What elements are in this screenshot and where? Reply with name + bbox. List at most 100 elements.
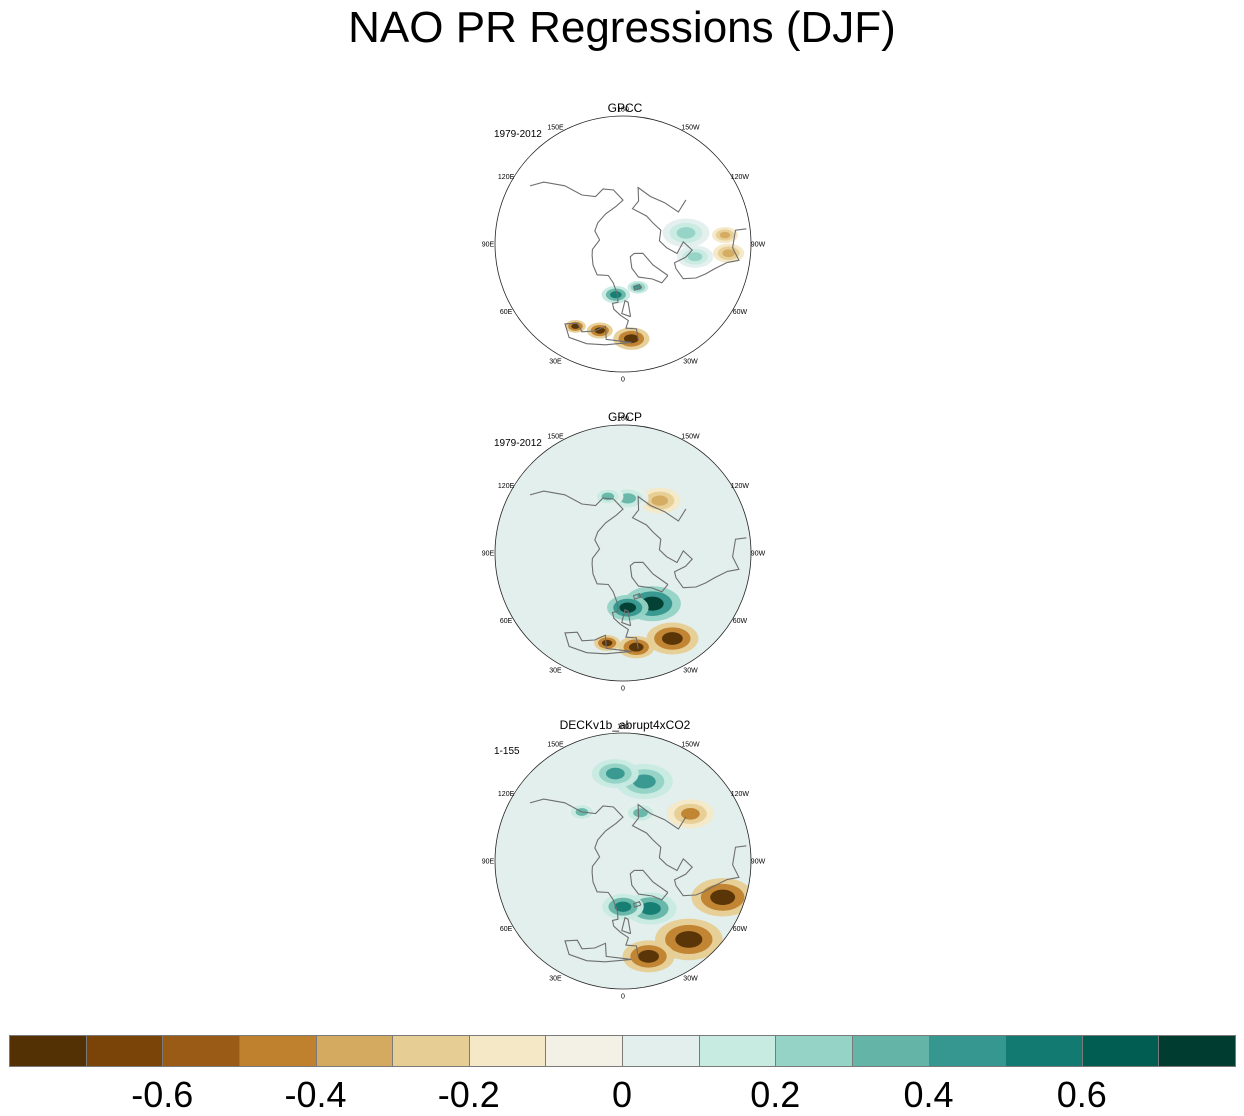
lon-label: 30W: [683, 358, 698, 365]
coastline-4: [564, 939, 632, 963]
colorbar-tick-label: -0.4: [284, 1074, 347, 1115]
lon-label: 120E: [498, 174, 515, 181]
colorbar-box: [545, 1035, 623, 1067]
lon-label: 180: [617, 724, 629, 731]
lon-label: 30E: [549, 358, 562, 365]
polar-map: 180 150E 120E 90E 60E 30E 0 30W 60W 90W 120W 150W: [482, 107, 766, 384]
field-blob-2: [710, 889, 736, 905]
lon-label: 30W: [683, 975, 698, 982]
lon-label: 30E: [549, 975, 562, 982]
colorbar-box: [392, 1035, 470, 1067]
field-blob-14: [614, 901, 632, 912]
colorbar-box: [851, 1035, 930, 1067]
coastline-1: [629, 561, 669, 593]
panel-period: 1979-2012: [494, 438, 542, 449]
lon-label: 150E: [547, 125, 564, 132]
lon-label: 150E: [547, 742, 564, 749]
coastline-2: [632, 284, 642, 291]
lon-label: 30W: [683, 667, 698, 674]
colorbar-box: [315, 1035, 394, 1067]
colorbar-box: [9, 1035, 87, 1067]
field-blob-14: [719, 231, 731, 239]
colorbar-box: [775, 1035, 853, 1067]
panel-title: GPCC: [607, 101, 643, 115]
coastline-2: [632, 901, 642, 908]
lon-label: 0: [621, 686, 625, 693]
field-blob-20: [632, 774, 656, 789]
colorbar-box: [238, 1035, 317, 1067]
coastline-0: [631, 803, 747, 897]
lon-label: 60W: [733, 309, 748, 316]
lon-label: 120W: [731, 483, 750, 490]
coastline-3: [529, 798, 639, 957]
lon-label: 150E: [547, 434, 564, 441]
lon-label: 60E: [500, 309, 513, 316]
figure-title: NAO PR Regressions (DJF): [348, 3, 896, 52]
colorbar-tick-label: -0.6: [131, 1074, 194, 1115]
map-boundary: [494, 424, 752, 682]
lon-label: 180: [617, 416, 629, 423]
panel-period: 1979-2012: [494, 129, 542, 140]
field-blob-2: [661, 632, 683, 645]
colorbar-tick-label: 0: [611, 1074, 633, 1115]
coastline-3: [529, 181, 639, 340]
lon-label: 90E: [482, 551, 495, 558]
coastline-2: [632, 593, 642, 600]
lon-label: 120E: [498, 791, 515, 798]
panel-title: DECKv1b_abrupt4xCO2: [559, 718, 691, 732]
field-blob-8: [571, 323, 580, 329]
lon-label: 90E: [482, 859, 495, 866]
panel-period: 1-155: [494, 746, 520, 757]
colorbar-box: [622, 1035, 700, 1067]
field-blob-5: [675, 931, 703, 948]
lon-label: 0: [621, 377, 625, 384]
field-blob-11: [722, 249, 735, 258]
coastline-4: [564, 322, 632, 346]
field-blob-20: [619, 493, 637, 504]
coastline-1: [629, 869, 669, 901]
colorbar: [9, 1035, 1236, 1069]
field-blob-23: [605, 767, 625, 780]
lon-label: 90W: [751, 859, 766, 866]
coastline-4: [564, 631, 632, 655]
colorbar-tick-label: 0.4: [903, 1074, 954, 1115]
field-blob-14: [619, 602, 637, 613]
field-blob-8: [638, 949, 659, 963]
panel-title: GPCP: [607, 410, 642, 424]
lon-label: 150W: [681, 125, 700, 132]
colorbar-tick-label: 0.6: [1056, 1074, 1107, 1115]
coastline-5: [621, 608, 632, 627]
coastline-3: [529, 490, 639, 649]
map-boundary: [494, 115, 752, 373]
lon-label: 60W: [733, 926, 748, 933]
field-blob-26: [687, 252, 703, 262]
colorbar-box: [162, 1035, 240, 1067]
panel-gpcc: GPCC 1979-2012 180 150E 120E 90E 60E 30E 0 30W 6…: [470, 101, 780, 412]
map-boundary: [494, 732, 752, 990]
coastline-5: [621, 299, 632, 318]
panel-gpcp: GPCP 1979-2012 180 150E 120E 90E 60E 30E 0 30W 6…: [470, 410, 780, 721]
colorbar-box: [928, 1035, 1007, 1067]
colorbar-tick-label: 0.2: [750, 1074, 801, 1115]
lon-label: 180: [617, 107, 629, 114]
field-blob-17: [681, 808, 700, 820]
colorbar-box: [1158, 1035, 1236, 1067]
lon-label: 150W: [681, 434, 700, 441]
field-blob-11: [640, 902, 661, 915]
coastline-0: [631, 186, 747, 280]
coastline-5: [621, 916, 632, 935]
field-blob-26: [633, 808, 648, 818]
field-blob-17: [610, 291, 622, 299]
polar-map: 180 150E 120E 90E 60E 30E 0 30W 60W 90W 120W 150W: [482, 724, 766, 1001]
lon-label: 120W: [731, 174, 750, 181]
lon-label: 90E: [482, 242, 495, 249]
map-background: [495, 425, 751, 681]
lon-label: 90W: [751, 242, 766, 249]
colorbar-box: [1081, 1035, 1160, 1067]
colorbar-box: [1005, 1035, 1083, 1067]
field-blob-5: [594, 327, 606, 334]
coastline-1: [629, 252, 669, 284]
lon-label: 150W: [681, 742, 700, 749]
lon-label: 30E: [549, 667, 562, 674]
field-blob-8: [601, 639, 613, 647]
